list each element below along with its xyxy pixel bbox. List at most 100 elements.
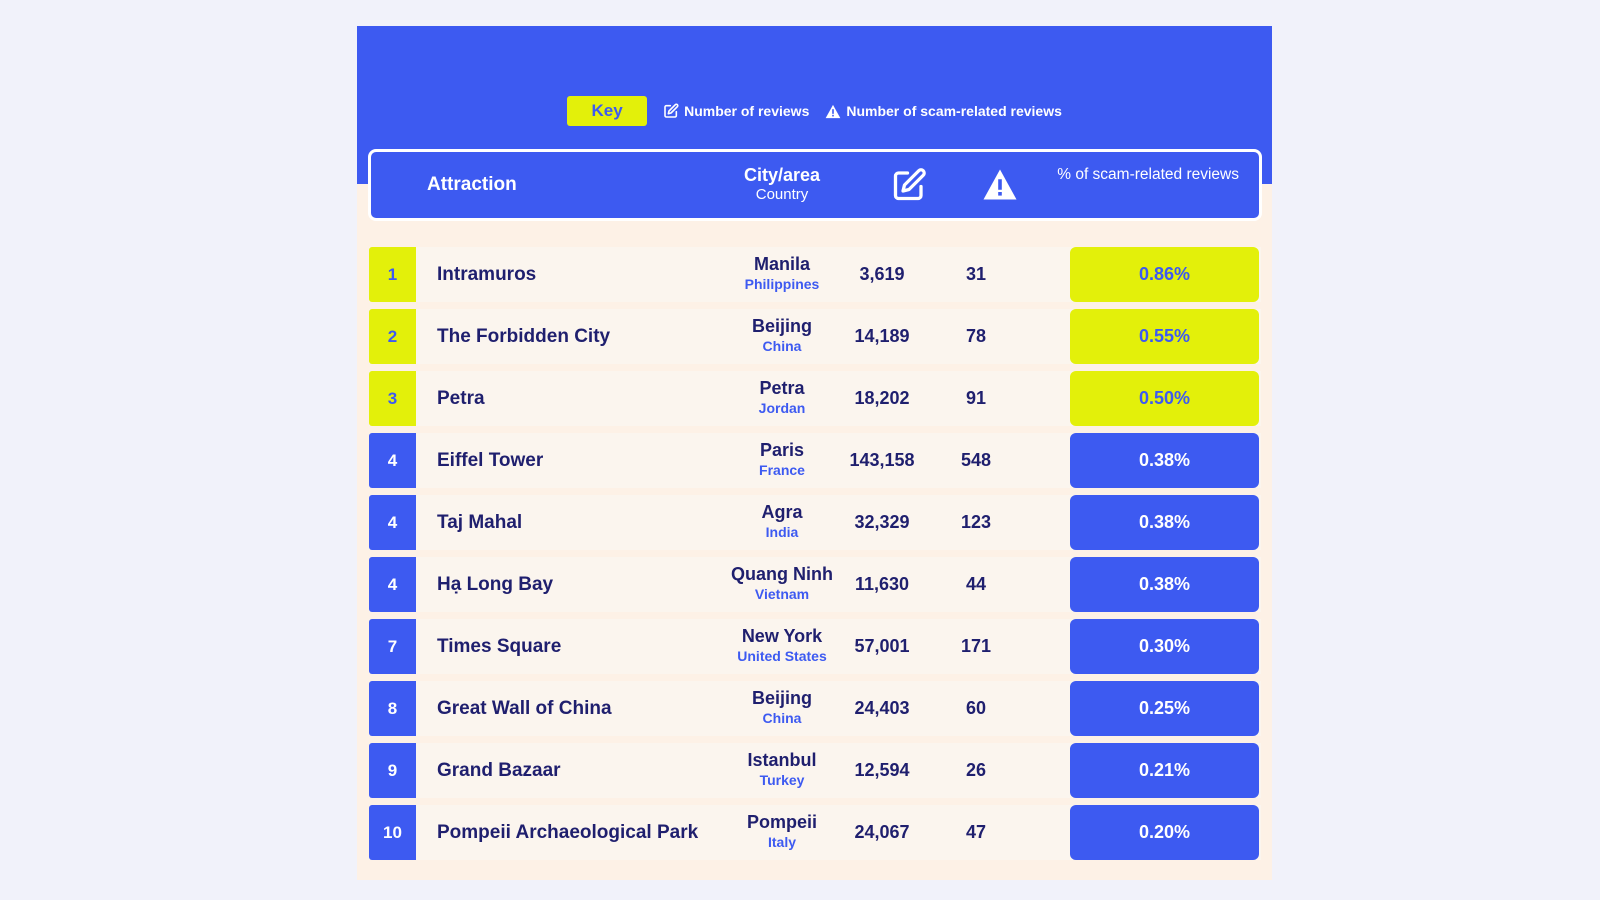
rank-cell: 3 [369, 371, 416, 426]
table-row: 7 Times Square New York United States 57,001… [369, 619, 1261, 674]
attraction-cell: Petra [437, 387, 485, 409]
attraction-cell: Hạ Long Bay [437, 573, 554, 595]
table-header: Attraction City/area Country % of scam-r… [368, 149, 1262, 221]
reviews-cell: 143,158 [849, 450, 915, 470]
reviews-cell: 18,202 [854, 388, 910, 408]
reviews-cell: 24,403 [854, 698, 910, 718]
header-pct: % of scam-related reviews [1057, 166, 1239, 183]
location-cell: Paris France [696, 439, 868, 479]
pct-cell: 0.20% [1070, 805, 1259, 860]
reviews-cell: 57,001 [854, 636, 910, 656]
rank-cell: 8 [369, 681, 416, 736]
scam-reviews-cell: 171 [960, 636, 992, 656]
legend-scam-label: Number of scam-related reviews [846, 103, 1062, 119]
reviews-cell: 32,329 [854, 512, 910, 532]
pct-cell: 0.38% [1070, 557, 1259, 612]
header-country-label: Country [755, 186, 809, 203]
table-row: 4 Taj Mahal Agra India 32,329 123 0.38% [369, 495, 1261, 550]
scam-reviews-cell: 44 [965, 574, 987, 594]
edit-icon [891, 167, 927, 208]
rank-cell: 4 [369, 495, 416, 550]
reviews-cell: 14,189 [854, 326, 910, 346]
rank-cell: 2 [369, 309, 416, 364]
pct-cell: 0.38% [1070, 433, 1259, 488]
reviews-cell: 3,619 [859, 264, 905, 284]
rank-cell: 9 [369, 743, 416, 798]
rank-cell: 4 [369, 557, 416, 612]
reviews-cell: 12,594 [854, 760, 910, 780]
scam-reviews-cell: 78 [965, 326, 987, 346]
pct-cell: 0.30% [1070, 619, 1259, 674]
city-name: Beijing [751, 688, 812, 708]
attraction-cell: Eiffel Tower [437, 449, 544, 471]
pct-cell: 0.25% [1070, 681, 1259, 736]
edit-icon [663, 103, 679, 119]
attraction-cell: Pompeii Archaeological Park [437, 821, 699, 843]
table-row: 4 Hạ Long Bay Quang Ninh Vietnam 11,630 44 0.3… [369, 557, 1261, 612]
pct-cell: 0.38% [1070, 495, 1259, 550]
country-name: China [762, 338, 802, 354]
city-name: Pompeii [746, 812, 817, 832]
table-row: 3 Petra Petra Jordan 18,202 91 0.50% [369, 371, 1261, 426]
country-name: Jordan [758, 400, 806, 416]
location-cell: Manila Philippines [696, 253, 868, 293]
city-name: Istanbul [747, 750, 817, 770]
warning-icon [825, 104, 841, 119]
pct-cell: 0.21% [1070, 743, 1259, 798]
scam-reviews-cell: 548 [960, 450, 992, 470]
attraction-cell: Times Square [437, 635, 562, 657]
scam-reviews-cell: 60 [965, 698, 987, 718]
city-name: New York [741, 626, 823, 646]
attraction-cell: Intramuros [437, 263, 537, 285]
table-row: 4 Eiffel Tower Paris France 143,158 548 0.38% [369, 433, 1261, 488]
table-row: 8 Great Wall of China Beijing China 24,403 60… [369, 681, 1261, 736]
country-name: Philippines [744, 276, 820, 292]
country-name: India [765, 524, 799, 540]
city-name: Quang Ninh [731, 564, 833, 584]
location-cell: Beijing China [696, 687, 868, 727]
city-name: Agra [761, 502, 803, 522]
key-badge: Key [567, 96, 648, 126]
country-name: United States [737, 648, 827, 664]
scam-reviews-cell: 31 [965, 264, 987, 284]
location-cell: Quang Ninh Vietnam [696, 563, 868, 603]
location-cell: Pompeii Italy [696, 811, 868, 851]
country-name: Turkey [759, 772, 805, 788]
legend: Key Number of reviews [357, 96, 1272, 126]
country-name: Italy [767, 834, 796, 850]
legend-reviews-label: Number of reviews [684, 103, 810, 119]
scam-reviews-cell: 26 [965, 760, 987, 780]
location-cell: Beijing China [696, 315, 868, 355]
reviews-cell: 24,067 [854, 822, 910, 842]
header-attraction: Attraction [427, 174, 517, 195]
reviews-cell: 11,630 [854, 574, 910, 594]
rank-cell: 4 [369, 433, 416, 488]
city-name: Petra [759, 378, 805, 398]
location-cell: New York United States [696, 625, 868, 665]
attraction-cell: Taj Mahal [437, 511, 523, 533]
location-cell: Petra Jordan [696, 377, 868, 417]
table-row: 9 Grand Bazaar Istanbul Turkey 12,594 26 0.21% [369, 743, 1261, 798]
city-name: Beijing [751, 316, 812, 336]
header-city: City/area Country [696, 165, 868, 204]
table-row: 2 The Forbidden City Beijing China 14,189 78 0… [369, 309, 1261, 364]
scam-reviews-cell: 47 [965, 822, 987, 842]
legend-scam: Number of scam-related reviews [825, 103, 1062, 119]
table-row: 10 Pompeii Archaeological Park Pompeii Ital… [369, 805, 1261, 860]
attraction-cell: The Forbidden City [437, 325, 611, 347]
attraction-cell: Great Wall of China [437, 697, 612, 719]
location-cell: Agra India [696, 501, 868, 541]
attraction-cell: Grand Bazaar [437, 759, 561, 781]
rank-cell: 10 [369, 805, 416, 860]
warning-icon [982, 168, 1018, 206]
pct-cell: 0.86% [1070, 247, 1259, 302]
country-name: France [759, 462, 805, 478]
pct-cell: 0.55% [1070, 309, 1259, 364]
city-name: Manila [753, 254, 810, 274]
location-cell: Istanbul Turkey [696, 749, 868, 789]
legend-reviews: Number of reviews [663, 103, 809, 119]
table-row: 1 Intramuros Manila Philippines 3,619 31 0.86% [369, 247, 1261, 302]
country-name: China [762, 710, 802, 726]
rank-cell: 7 [369, 619, 416, 674]
table-body: 1 Intramuros Manila Philippines 3,619 31 0.86%… [369, 247, 1261, 867]
